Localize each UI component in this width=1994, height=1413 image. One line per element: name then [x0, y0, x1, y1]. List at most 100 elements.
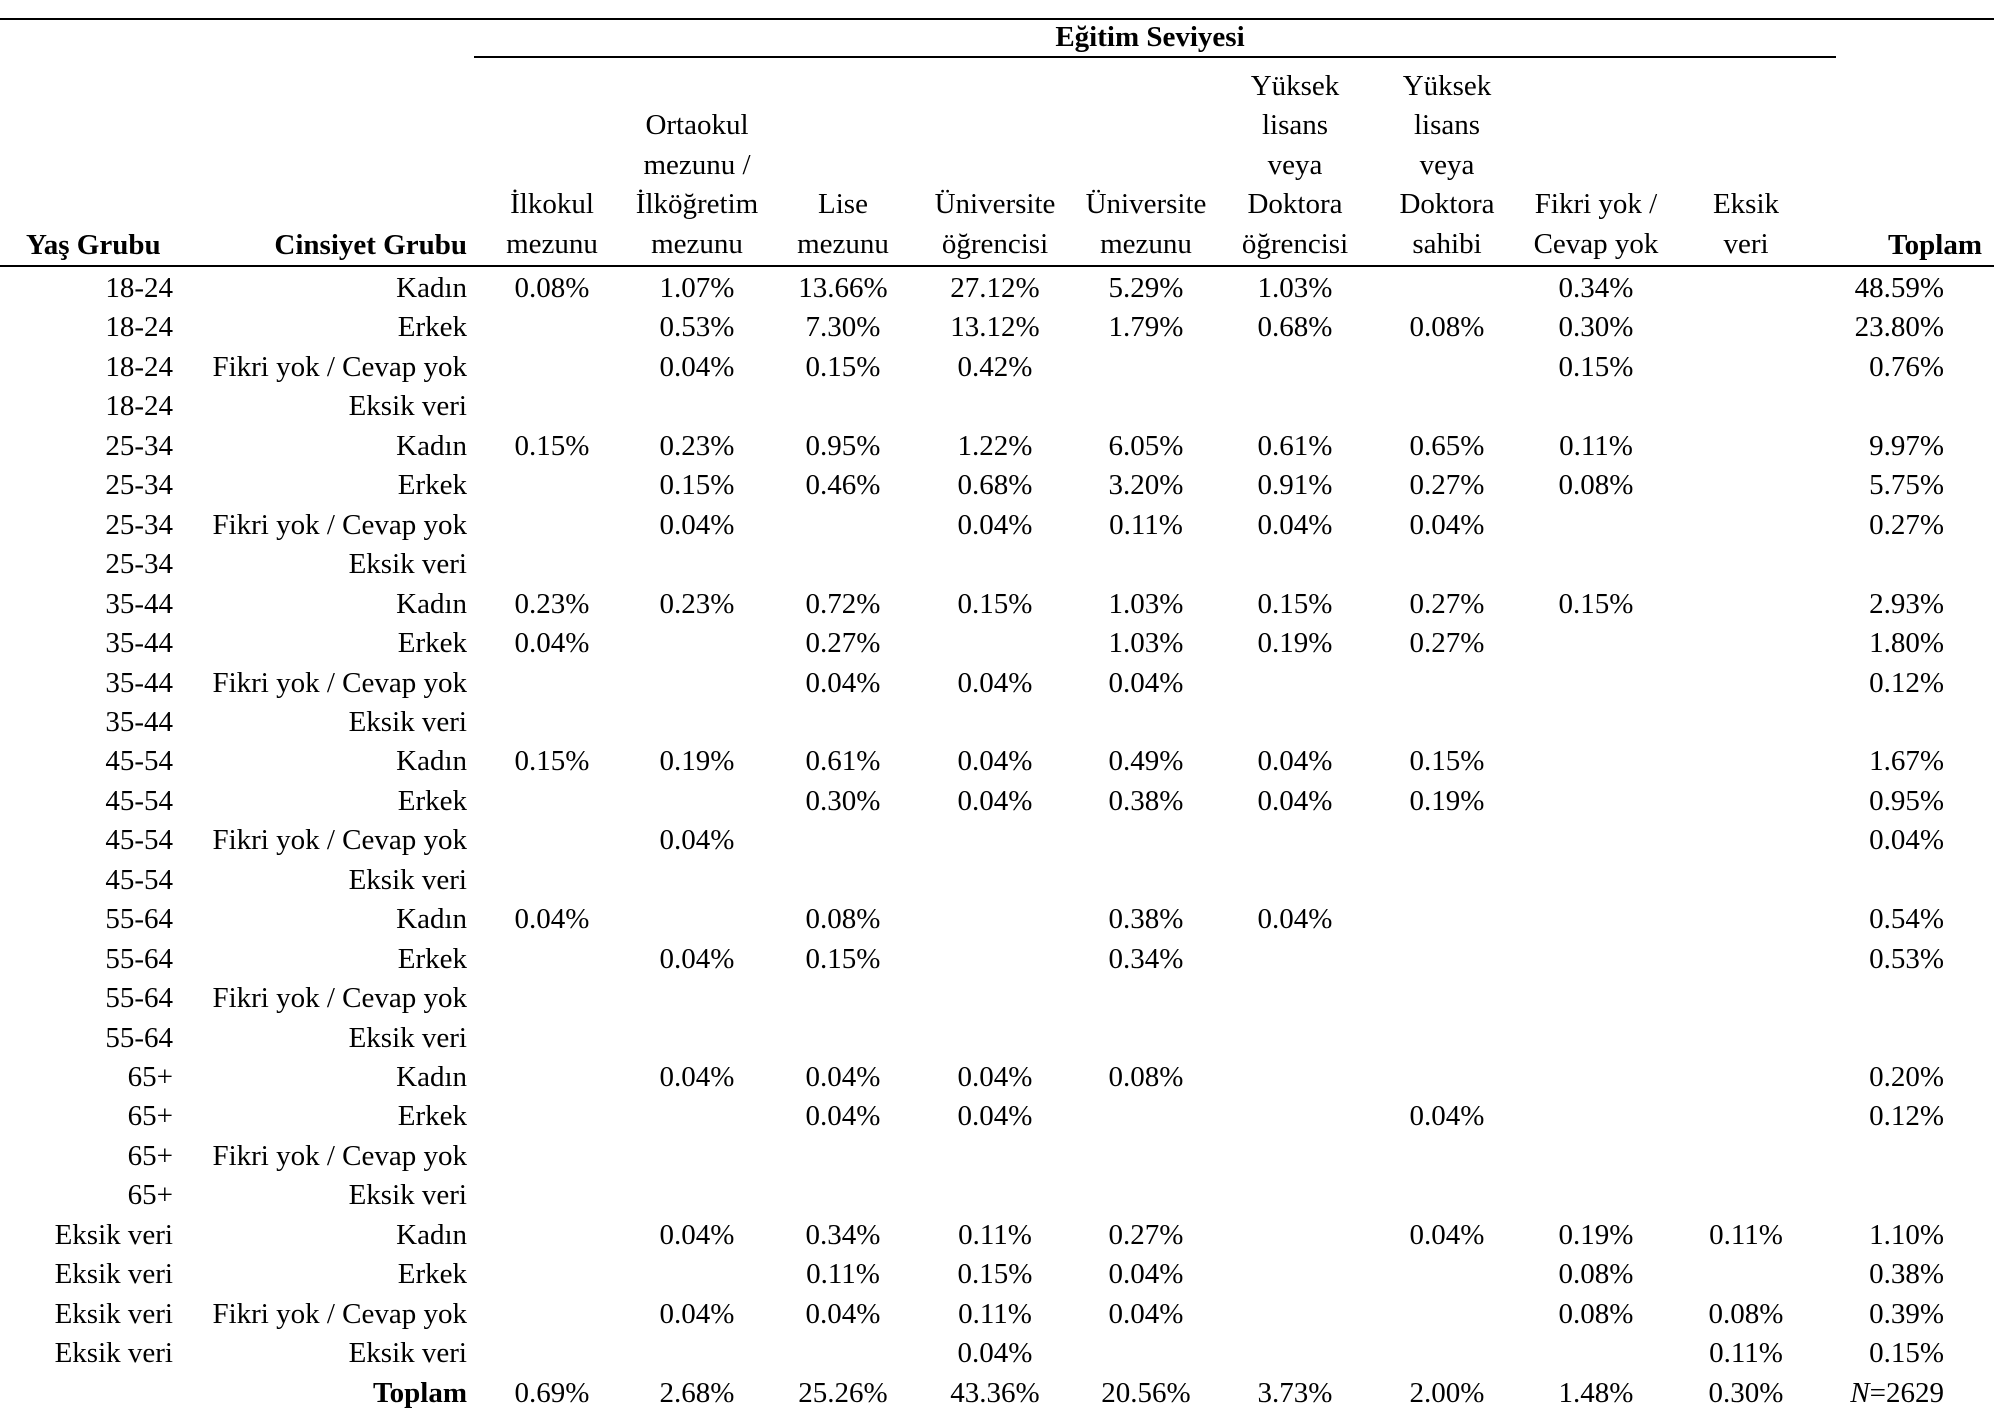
row-value: 0.04% — [957, 666, 1033, 699]
footer-value: 2.68% — [659, 1376, 735, 1409]
row-age: 65+ — [127, 1139, 173, 1172]
row-age: 55-64 — [105, 1021, 173, 1054]
row-value: 0.04% — [659, 1218, 735, 1251]
header-line: Doktora — [1399, 188, 1495, 220]
row-gender: Eksik veri — [348, 705, 467, 738]
header-line: Lise — [818, 188, 868, 220]
row-age: 25-34 — [105, 548, 173, 581]
header-line: Ortaokul — [645, 109, 749, 141]
row-gender: Kadın — [396, 1218, 467, 1251]
row-age: Eksik veri — [54, 1297, 173, 1330]
row-gender: Kadın — [396, 587, 467, 620]
row-value: 0.34% — [1558, 272, 1634, 304]
row-total: 9.97% — [1869, 429, 1944, 462]
header-line: mezunu / — [643, 148, 751, 181]
row-gender: Erkek — [397, 784, 467, 817]
row-value: 1.07% — [659, 272, 735, 304]
row-gender: Eksik veri — [348, 548, 467, 581]
row-gender: Kadın — [396, 1061, 467, 1093]
row-gender: Fikri yok / Cevap yok — [212, 350, 467, 383]
row-value: 0.04% — [1257, 508, 1333, 541]
header-line: mezunu — [651, 227, 743, 260]
row-value: 0.95% — [805, 429, 881, 462]
row-value: 0.27% — [805, 627, 881, 660]
row-age: 45-54 — [105, 784, 173, 817]
row-value: 0.61% — [805, 745, 881, 778]
header-line: Yüksek — [1402, 69, 1492, 102]
row-value: 3.20% — [1108, 469, 1184, 502]
footer-value: 2.00% — [1409, 1376, 1485, 1409]
header-age: Yaş Grubu — [26, 229, 161, 261]
header-education-7: Fikri yok / Cevap yok — [1516, 185, 1676, 264]
row-gender: Fikri yok / Cevap yok — [212, 666, 467, 699]
row-value: 0.11% — [1709, 1337, 1783, 1370]
footer-value: 25.26% — [798, 1376, 888, 1409]
row-total: 0.54% — [1869, 903, 1944, 936]
row-value: 0.49% — [1108, 745, 1184, 778]
row-value: 0.23% — [659, 587, 735, 620]
row-age: 18-24 — [105, 272, 173, 304]
footer-label: Toplam — [372, 1376, 467, 1409]
row-gender: Erkek — [397, 311, 467, 344]
row-value: 0.19% — [1257, 627, 1333, 660]
row-value: 0.04% — [514, 627, 590, 660]
header-line: Üniversite — [934, 188, 1056, 220]
row-gender: Eksik veri — [348, 1021, 467, 1054]
row-value: 0.68% — [1257, 311, 1333, 344]
row-value: 0.23% — [514, 587, 590, 620]
row-value: 0.53% — [659, 311, 735, 344]
row-gender: Eksik veri — [348, 1337, 467, 1370]
footer-value: 43.36% — [950, 1376, 1040, 1409]
row-gender: Fikri yok / Cevap yok — [212, 824, 467, 857]
row-age: Eksik veri — [54, 1218, 173, 1251]
row-value: 0.04% — [659, 942, 735, 975]
row-value: 0.15% — [514, 745, 590, 778]
row-age: 25-34 — [105, 508, 173, 541]
row-value: 0.11% — [958, 1218, 1032, 1251]
row-value: 0.04% — [957, 508, 1033, 541]
row-gender: Fikri yok / Cevap yok — [212, 982, 467, 1015]
footer-value: 0.30% — [1708, 1376, 1784, 1409]
row-value: 0.15% — [805, 942, 881, 975]
row-value: 13.12% — [950, 311, 1040, 344]
row-age: 65+ — [127, 1179, 173, 1212]
row-total: 48.59% — [1854, 272, 1944, 304]
row-value: 0.15% — [1409, 745, 1485, 778]
row-age: 18-24 — [105, 350, 173, 383]
row-value: 0.15% — [1558, 350, 1634, 383]
row-value: 0.34% — [1108, 942, 1184, 975]
row-value: 0.04% — [1257, 903, 1333, 936]
row-value: 0.04% — [659, 1297, 735, 1330]
header-education-3: Üniversite öğrencisi — [920, 185, 1070, 264]
row-value: 0.04% — [957, 1100, 1033, 1133]
row-age: 35-44 — [105, 587, 173, 620]
header-line: İlköğretim — [635, 188, 759, 220]
row-value: 0.08% — [514, 272, 590, 304]
row-gender: Erkek — [397, 627, 467, 660]
row-value: 0.15% — [1257, 587, 1333, 620]
row-total: 5.75% — [1869, 469, 1944, 502]
row-gender: Kadın — [396, 903, 467, 936]
row-total: 0.12% — [1869, 1100, 1944, 1133]
row-age: Eksik veri — [54, 1337, 173, 1370]
row-value: 0.04% — [1257, 784, 1333, 817]
header-line: Eksik — [1712, 188, 1780, 220]
header-line: İlkokul — [510, 188, 594, 220]
row-value: 0.04% — [957, 745, 1033, 778]
row-total: 0.38% — [1869, 1258, 1944, 1291]
footer-value: 3.73% — [1257, 1376, 1333, 1409]
row-value: 0.38% — [1108, 784, 1184, 817]
row-value: 0.04% — [805, 1297, 881, 1330]
header-line: lisans — [1413, 109, 1481, 141]
top-rule — [0, 18, 1994, 20]
row-value: 0.04% — [957, 1061, 1033, 1093]
row-age: 25-34 — [105, 429, 173, 462]
footer-total: N=2629 — [1760, 1374, 1944, 1413]
header-line: Üniversite — [1085, 188, 1207, 220]
header-education-4: Üniversite mezunu — [1071, 185, 1221, 264]
row-value: 0.61% — [1257, 429, 1333, 462]
row-gender: Eksik veri — [348, 863, 467, 896]
row-age: 45-54 — [105, 863, 173, 896]
row-gender: Eksik veri — [348, 390, 467, 423]
row-value: 0.04% — [1409, 508, 1485, 541]
